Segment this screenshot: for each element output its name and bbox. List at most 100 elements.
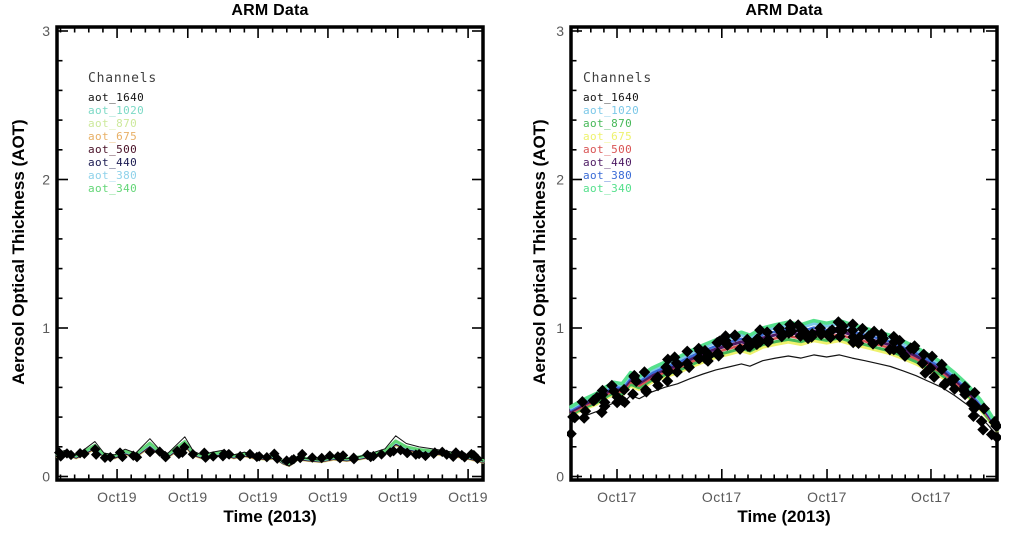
axis-frame (569, 25, 999, 482)
x-tick-label: Oct17 (807, 489, 847, 505)
diamond-marker (946, 375, 958, 388)
diamond-marker (437, 446, 448, 458)
diamond-marker (975, 415, 988, 428)
x-axis-label: Time (2013) (223, 507, 317, 526)
x-tick-label: Oct19 (378, 489, 418, 505)
legend-entries: aot_1640 aot_1020 aot_870 aot_675 aot_500 aot… (583, 91, 652, 195)
diamond-marker (729, 330, 741, 343)
diamond-marker (991, 431, 1001, 444)
diamond-marker (187, 449, 199, 460)
legend-entry-aot_870: aot_870 (88, 117, 138, 130)
y-tick-label: 3 (42, 23, 50, 39)
diamond-marker (893, 334, 906, 347)
legend-entry-aot_675: aot_675 (583, 130, 633, 143)
diamond-marker (802, 332, 814, 345)
diamond-marker (160, 452, 171, 463)
legend-title: Channels (88, 71, 158, 86)
diamond-marker (618, 383, 630, 396)
diamond-marker (671, 366, 683, 378)
legend-entry-aot_1020: aot_1020 (583, 104, 640, 117)
diamond-marker (893, 343, 906, 356)
diamond-marker (862, 330, 875, 342)
x-tick-label: Oct19 (448, 489, 488, 505)
diamond-marker (472, 453, 483, 465)
diamond-marker (307, 452, 318, 463)
diamond-marker (661, 365, 674, 378)
y-tick-label: 2 (42, 172, 50, 188)
diamond-marker (235, 451, 246, 462)
y-tick-label: 0 (556, 469, 564, 485)
diamond-marker (368, 450, 379, 462)
y-tick-label: 1 (42, 320, 50, 336)
series-aot_440 (569, 329, 999, 430)
diamond-marker (576, 396, 589, 408)
x-axis-label: Time (2013) (737, 507, 831, 526)
diamond-marker (877, 332, 889, 345)
diamond-marker (762, 336, 774, 348)
diamond-marker (223, 449, 234, 460)
legend-entry-aot_500: aot_500 (88, 143, 138, 156)
diamond-marker (638, 366, 651, 378)
chart-title: ARM Data (745, 2, 823, 19)
chart-panel-left: ARM Data Aerosol Optical Thickness (AOT)… (9, 2, 488, 526)
diamond-marker (402, 447, 413, 459)
diamond-marker (719, 330, 732, 342)
legend: Channels aot_1640 aot_1020 aot_870 aot_675 a… (583, 71, 652, 195)
diamond-marker (606, 379, 618, 392)
diamond-marker (711, 347, 724, 359)
tick-labels: 0 1 2 3 Oct17 Oct17 Oct17 Oct17 (556, 23, 950, 505)
diamond-marker (846, 318, 859, 331)
diamond-marker (721, 338, 733, 351)
diamond-marker (681, 357, 693, 370)
legend-title: Channels (583, 71, 653, 86)
legend-entry-aot_440: aot_440 (583, 156, 633, 169)
diamond-marker (832, 316, 845, 328)
diamond-marker (837, 320, 849, 333)
diamond-marker (926, 350, 938, 363)
diamond-marker (261, 452, 273, 463)
diamond-marker (985, 428, 998, 441)
diamond-marker (938, 378, 951, 391)
y-tick-label: 1 (556, 320, 564, 336)
diamond-marker (702, 355, 714, 367)
legend: Channels aot_1640 aot_1020 aot_870 aot_675 a… (88, 71, 157, 195)
diamond-marker (640, 385, 653, 398)
diamond-marker (761, 326, 773, 338)
chart-title: ARM Data (231, 2, 309, 19)
diamond-marker (824, 331, 837, 344)
legend-entry-aot_870: aot_870 (583, 117, 633, 130)
diamond-marker (792, 319, 804, 331)
legend-entry-aot_500: aot_500 (583, 143, 633, 156)
diamond-marker (692, 352, 705, 365)
chart-panel-right: ARM Data Aerosol Optical Thickness (AOT)… (512, 0, 1024, 551)
x-tick-label: Oct19 (238, 489, 278, 505)
diamond-marker (376, 449, 387, 460)
diamond-marker (977, 423, 989, 436)
x-tick-label: Oct19 (168, 489, 208, 505)
diamond-marker (651, 371, 664, 383)
diamond-marker (978, 402, 990, 415)
diamond-marker (754, 335, 767, 348)
legend-entry-aot_380: aot_380 (88, 169, 138, 182)
diamond-marker (316, 452, 327, 464)
diamond-marker (297, 448, 308, 460)
diamond-marker (957, 383, 970, 396)
scatter-markers (54, 441, 483, 466)
diamond-marker (388, 445, 399, 457)
legend-entry-aot_1640: aot_1640 (88, 91, 145, 104)
diamond-marker (54, 447, 65, 458)
diamond-marker (916, 357, 929, 370)
diamond-marker (177, 447, 188, 458)
legend-entry-aot_1020: aot_1020 (88, 104, 145, 117)
diamond-marker (89, 444, 101, 455)
legend-entry-aot_1640: aot_1640 (583, 91, 640, 104)
diamond-marker (598, 396, 611, 409)
diamond-marker (420, 450, 431, 462)
x-tick-label: Oct19 (308, 489, 348, 505)
diamond-marker (65, 449, 77, 461)
diamond-marker (852, 337, 865, 350)
x-tick-label: Oct17 (597, 489, 637, 505)
diamond-marker (936, 363, 948, 376)
diamond-marker (567, 427, 577, 440)
diamond-marker (429, 447, 441, 458)
